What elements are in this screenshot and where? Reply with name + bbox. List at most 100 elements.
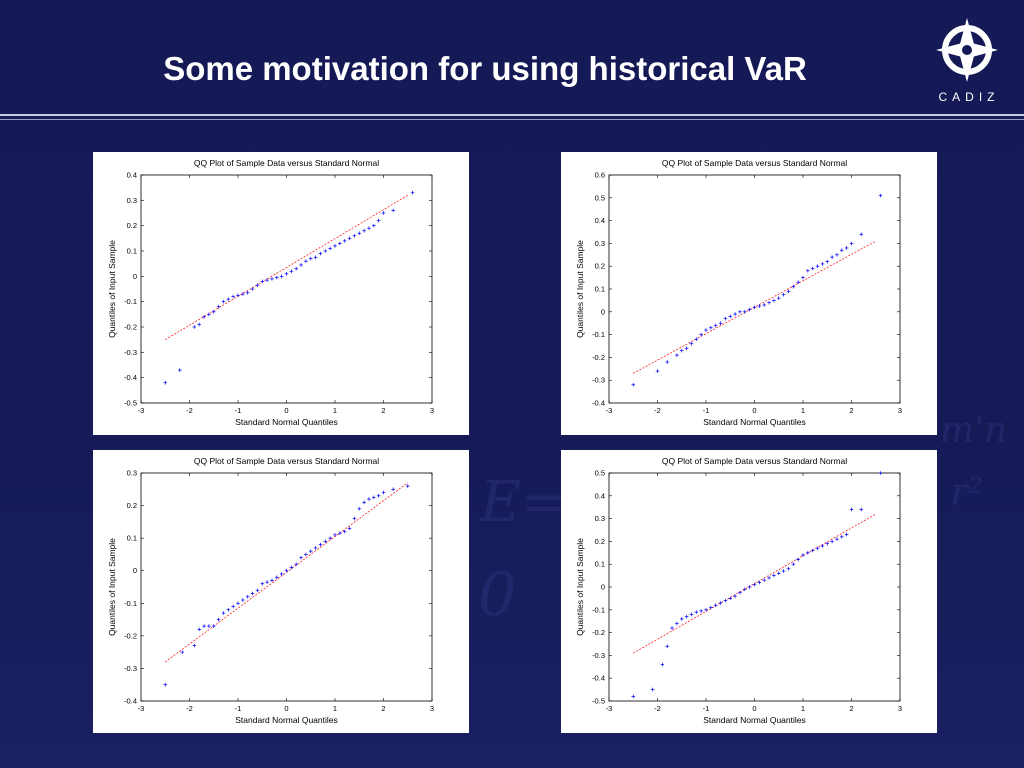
data-point (704, 608, 708, 612)
data-point (323, 249, 328, 253)
qq-plot-panel-1: QQ Plot of Sample Data versus Standard N… (93, 152, 469, 435)
data-point (352, 234, 357, 238)
y-tick-label: 0.4 (127, 171, 137, 180)
data-point (236, 293, 240, 298)
data-point (226, 608, 231, 612)
data-point (743, 587, 747, 592)
data-point (762, 303, 766, 307)
data-point (372, 223, 376, 228)
data-point (631, 382, 636, 387)
y-tick-label: 0.6 (595, 171, 605, 180)
x-tick-label: -2 (186, 704, 193, 713)
data-point (275, 575, 279, 580)
data-point (275, 275, 279, 280)
y-axis-label: Quantiles of Input Sample (107, 538, 117, 636)
data-point (650, 687, 655, 692)
data-point (308, 256, 313, 261)
data-point (776, 571, 781, 576)
data-point (665, 644, 669, 649)
data-point (405, 484, 410, 488)
data-point (781, 569, 786, 573)
chart-title: QQ Plot of Sample Data versus Standard N… (194, 456, 379, 466)
data-point (699, 332, 703, 337)
data-point (202, 315, 206, 319)
data-point (197, 627, 201, 632)
data-point (878, 471, 883, 475)
data-point (694, 337, 699, 341)
y-tick-label: -0.1 (592, 330, 605, 339)
x-tick-label: 0 (284, 406, 288, 415)
data-point (859, 507, 863, 512)
data-point (255, 588, 260, 593)
data-point (806, 268, 810, 273)
data-point (675, 621, 679, 626)
x-axis-label: Standard Normal Quantiles (703, 715, 806, 725)
x-tick-label: -2 (186, 406, 193, 415)
x-tick-label: 0 (752, 406, 756, 415)
y-tick-label: 0.2 (127, 501, 137, 510)
x-axis-label: Standard Normal Quantiles (703, 417, 806, 427)
data-point (367, 497, 371, 501)
data-point (381, 490, 386, 495)
y-tick-label: 0.2 (595, 262, 605, 271)
data-point (245, 291, 250, 295)
data-point (284, 272, 289, 276)
y-tick-label: 0.1 (127, 534, 137, 543)
data-point (333, 533, 337, 537)
data-point (304, 552, 308, 557)
watermark-math: m'n (940, 410, 1008, 451)
y-tick-label: 0.3 (595, 239, 605, 248)
data-point (391, 208, 395, 213)
data-point (655, 369, 660, 373)
data-point (376, 494, 381, 498)
y-tick-label: -0.4 (124, 373, 137, 382)
data-point (675, 353, 679, 357)
data-point (328, 246, 332, 251)
y-tick-label: -0.1 (124, 297, 137, 306)
data-point (723, 316, 728, 321)
chart-title: QQ Plot of Sample Data versus Standard N… (194, 158, 379, 168)
y-tick-label: 0 (601, 583, 605, 592)
data-point (323, 539, 328, 544)
data-point (192, 643, 197, 648)
data-point (362, 228, 366, 233)
data-point (776, 296, 781, 300)
data-point (372, 495, 376, 500)
data-point (260, 279, 265, 284)
data-point (728, 596, 733, 601)
data-point (308, 549, 313, 553)
x-axis-label: Standard Normal Quantiles (235, 715, 338, 725)
data-point (367, 226, 371, 230)
data-point (362, 500, 366, 505)
qq-plot-3: QQ Plot of Sample Data versus Standard N… (107, 456, 434, 725)
data-point (801, 553, 805, 557)
data-point (338, 531, 342, 536)
data-point (743, 310, 747, 314)
data-point (684, 614, 689, 619)
data-point (289, 565, 294, 570)
data-point (410, 190, 415, 195)
data-point (806, 551, 810, 555)
x-tick-label: 0 (752, 704, 756, 713)
compass-star-icon (936, 18, 998, 82)
y-tick-label: -0.1 (592, 605, 605, 614)
reference-line (633, 513, 876, 654)
y-tick-label: -0.2 (592, 353, 605, 362)
data-point (840, 248, 844, 253)
data-point (342, 239, 347, 243)
y-tick-label: -0.5 (124, 399, 137, 408)
data-point (713, 323, 718, 328)
data-point (231, 294, 235, 299)
data-point (299, 263, 303, 267)
data-point (304, 259, 308, 263)
data-point (830, 255, 834, 259)
x-tick-label: -3 (606, 704, 613, 713)
data-point (207, 624, 211, 628)
y-tick-label: 0.5 (595, 193, 605, 202)
data-point (718, 321, 723, 325)
x-tick-label: 2 (381, 406, 385, 415)
data-point (859, 232, 863, 237)
data-point (265, 278, 269, 282)
data-point (713, 603, 718, 608)
data-point (352, 516, 357, 521)
